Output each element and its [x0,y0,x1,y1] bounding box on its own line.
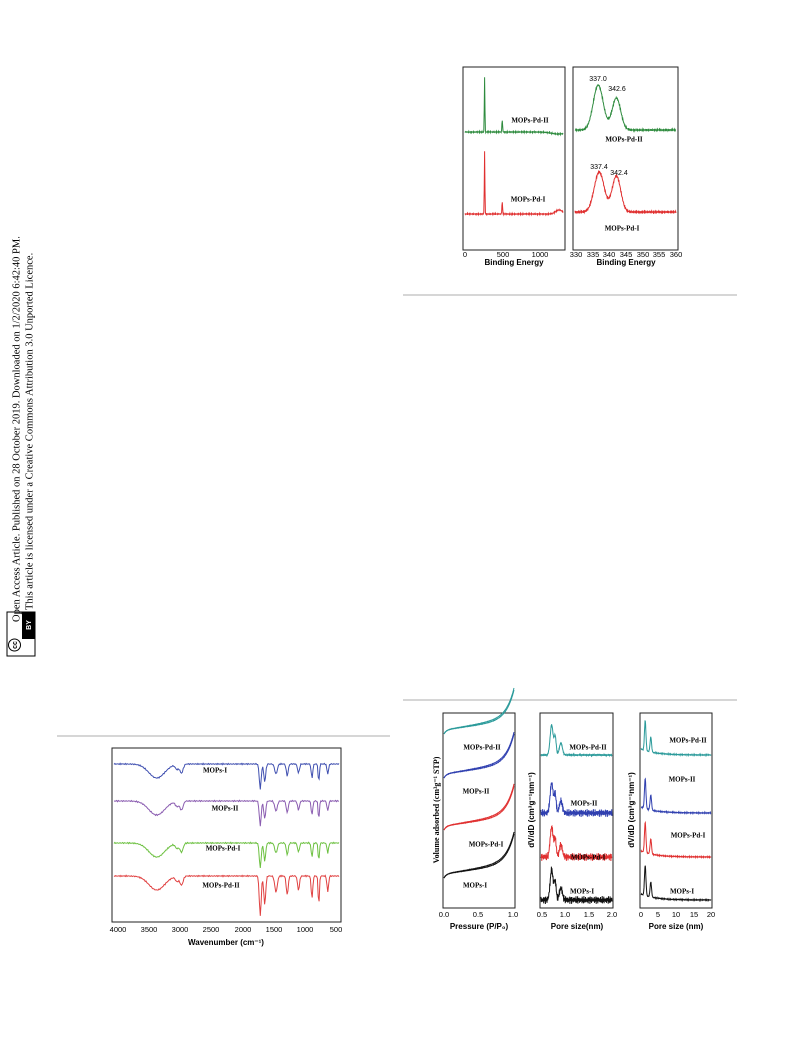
x-tick-label: 1.0 [508,910,518,919]
sidebar-text: Open Access Article. Published on 28 Oct… [11,236,22,622]
series-label: MOPs-Pd-I [511,196,546,204]
spectrum-curve [113,841,340,869]
peak-label: 342.4 [610,170,628,177]
y-axis-label: Volume adsorbed (cm³g⁻¹ STP) [432,756,441,863]
x-tick-label: 20 [707,910,715,919]
x-tick-label: 1000 [297,925,314,934]
series-label: MOPs-Pd-I [605,225,640,233]
plot-frame [572,66,679,251]
series-label: MOPs-I [670,888,694,896]
series-label: MOPs-Pd-II [669,737,707,745]
badge-circle [8,638,21,652]
spectrum-curve [640,820,712,860]
x-tick-label: 335 [587,250,600,259]
x-tick-label: 0 [463,250,467,259]
x-tick-label: 1000 [532,250,549,259]
spectrum-curve [113,762,340,790]
spectrum-curve [443,783,515,831]
spectrum-curve [464,77,564,137]
x-tick-label: 1.5 [584,910,594,919]
spectrum-curve [640,865,712,903]
series-label: MOPs-II [571,800,598,808]
spectrum-curve [540,782,613,818]
x-tick-label: 355 [653,250,666,259]
y-axis-label: dV/dD (cm³g⁻¹nm⁻¹) [527,772,536,848]
series-label: MOPs-I [463,882,487,890]
spectrum-curve [443,731,515,779]
series-label: MOPs-Pd-I [571,854,606,862]
spectrum-curve [443,831,515,879]
spectrum-curve [540,724,613,758]
x-tick-label: 330 [570,250,583,259]
x-tick-label: 340 [603,250,616,259]
x-axis-label: Binding Energy [596,258,656,267]
x-tick-label: 500 [330,925,343,934]
peak-label: 342.6 [608,86,626,93]
plot-frame [539,712,614,909]
series-label: MOPs-Pd-II [511,117,549,125]
series-label: MOPs-II [463,788,490,796]
y-axis-label: dV/dD (cm³g⁻¹nm⁻¹) [627,772,636,848]
x-axis-label: Pore size(nm) [551,922,604,931]
spectrum-curve [574,170,677,215]
x-tick-label: 10 [672,910,680,919]
series-label: MOPs-I [570,888,594,896]
x-tick-label: 3500 [141,925,158,934]
x-tick-label: 5 [656,910,660,919]
spectrum-curve [640,777,712,816]
series-label: MOPs-II [212,805,239,813]
x-tick-label: 0.5 [537,910,547,919]
x-tick-label: 2500 [203,925,220,934]
plot-frame [639,712,713,909]
badge-block [22,612,35,639]
x-tick-label: 345 [620,250,633,259]
sidebar-text: This article is licensed under a Creativ… [24,253,35,610]
x-tick-label: 0 [639,910,643,919]
x-axis-label: Pressure (P/P₀) [450,922,509,931]
x-axis-label: Binding Energy [484,258,544,267]
series-label: MOPs-Pd-I [469,841,504,849]
badge-text: BY [26,620,33,630]
x-axis-label: Wavenumber (cm⁻¹) [188,938,264,947]
spectrum-curve [540,824,613,862]
x-tick-label: 1500 [266,925,283,934]
x-tick-label: 4000 [110,925,127,934]
series-label: MOPs-I [203,767,227,775]
cc-badge [6,611,36,657]
badge-text: cc [12,641,19,649]
x-tick-label: 0.0 [439,910,449,919]
plot-frame [111,747,342,923]
spectrum-curve [113,874,340,916]
peak-label: 337.4 [590,164,608,171]
spectrum-curve [443,687,515,735]
series-label: MOPs-Pd-II [605,136,643,144]
spectrum-curve [574,84,677,133]
series-label: MOPs-Pd-II [569,744,607,752]
spectrum-curve [464,151,564,217]
x-axis-label: Pore size (nm) [649,922,704,931]
series-label: MOPs-Pd-I [671,832,706,840]
x-tick-label: 500 [497,250,510,259]
peak-label: 337.0 [589,76,607,83]
series-label: MOPs-Pd-II [202,882,240,890]
x-tick-label: 15 [690,910,698,919]
x-tick-label: 350 [637,250,650,259]
plot-frame [442,712,516,909]
x-tick-label: 2.0 [607,910,617,919]
plot-frame [462,66,566,251]
series-label: MOPs-Pd-II [463,744,501,752]
spectrum-curve [113,799,340,827]
x-tick-label: 3000 [172,925,189,934]
x-tick-label: 360 [670,250,683,259]
series-label: MOPs-II [669,776,696,784]
x-tick-label: 0.5 [473,910,483,919]
x-tick-label: 1.0 [560,910,570,919]
x-tick-label: 2000 [235,925,252,934]
spectrum-curve [540,866,613,905]
spectrum-curve [640,720,712,758]
series-label: MOPs-Pd-I [206,845,241,853]
